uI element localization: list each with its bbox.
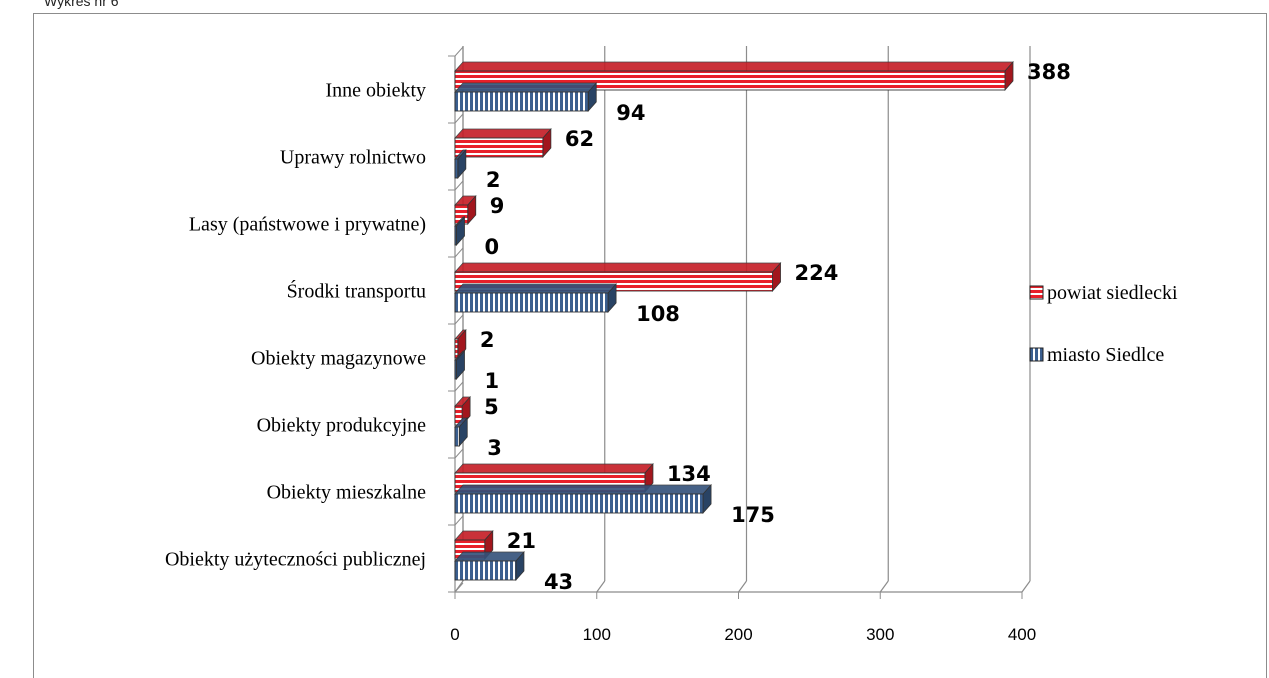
y-band-tick-5 <box>454 381 464 392</box>
x-tick-label-100: 100 <box>583 625 611 644</box>
x-tick-label-200: 200 <box>724 625 752 644</box>
bar-1-4 <box>454 359 457 380</box>
bar-1-1 <box>454 158 459 179</box>
category-label-2: Lasy (państwowe i prywatne) <box>189 214 426 236</box>
bar-1-7 <box>454 560 517 581</box>
bar-top-1-0 <box>454 82 598 93</box>
gridline-floor-100 <box>596 580 606 593</box>
data-label-0-1: 62 <box>565 127 594 151</box>
x-tick-label-300: 300 <box>866 625 894 644</box>
y-band-tick-6 <box>454 448 464 459</box>
legend-label-1: miasto Siedlce <box>1047 344 1164 366</box>
data-label-1-1: 2 <box>486 168 501 192</box>
category-label-5: Obiekty produkcyjne <box>257 415 427 437</box>
x-tick-label-0: 0 <box>450 625 459 644</box>
bar-top-0-1 <box>454 128 552 139</box>
y-band-tick-1 <box>454 113 464 124</box>
data-label-1-7: 43 <box>544 570 573 594</box>
bar-top-1-6 <box>454 484 712 495</box>
gridline-floor-300 <box>879 580 889 593</box>
data-label-1-4: 1 <box>485 369 500 393</box>
data-label-0-6: 134 <box>667 462 711 486</box>
category-label-4: Obiekty magazynowe <box>251 348 426 370</box>
bar-0-4 <box>454 338 459 359</box>
y-band-tick-3 <box>454 247 464 258</box>
bar-1-0 <box>454 91 589 112</box>
bar-top-0-3 <box>454 262 782 273</box>
legend-label-0: powiat siedlecki <box>1047 282 1178 304</box>
legend-swatch-0 <box>1029 285 1044 300</box>
bar-1-2 <box>454 225 457 246</box>
y-band-tick-4 <box>454 314 464 325</box>
bar-1-5 <box>454 426 460 447</box>
gridline-floor-400 <box>1021 580 1031 593</box>
category-label-3: Środki transportu <box>287 279 426 303</box>
data-label-0-5: 5 <box>484 395 499 419</box>
data-label-1-3: 108 <box>636 302 680 326</box>
data-label-1-2: 0 <box>485 235 500 259</box>
chart-caption: Wykres nr 6 <box>44 0 119 9</box>
gridline-floor-200 <box>738 580 747 593</box>
x-tick-label-400: 400 <box>1008 625 1036 644</box>
legend-swatch-1 <box>1029 347 1044 362</box>
bar-1-6 <box>454 493 704 514</box>
category-label-7: Obiekty użyteczności publicznej <box>165 549 426 571</box>
data-label-0-4: 2 <box>480 328 495 352</box>
bar-1-3 <box>454 292 609 313</box>
bar-top-1-3 <box>454 283 617 294</box>
bar-top-0-0 <box>454 61 1014 72</box>
data-label-0-2: 9 <box>490 194 505 218</box>
data-label-1-0: 94 <box>616 101 645 125</box>
data-label-1-6: 175 <box>731 503 775 527</box>
bar-top-1-7 <box>454 551 525 562</box>
y-band-tick-8 <box>454 582 464 593</box>
data-label-0-0: 388 <box>1027 60 1071 84</box>
y-band-tick-0 <box>454 46 464 57</box>
bar-0-1 <box>454 137 544 158</box>
category-label-6: Obiekty mieszkalne <box>267 482 427 504</box>
data-label-0-7: 21 <box>507 529 536 553</box>
chart-frame <box>33 13 1267 678</box>
category-label-1: Uprawy rolnictwo <box>280 147 426 169</box>
y-band-tick-7 <box>454 515 464 526</box>
data-label-0-3: 224 <box>795 261 839 285</box>
category-label-0: Inne obiekty <box>325 80 426 102</box>
y-band-tick-2 <box>454 180 464 191</box>
data-label-1-5: 3 <box>487 436 502 460</box>
bar-top-0-6 <box>454 463 654 474</box>
